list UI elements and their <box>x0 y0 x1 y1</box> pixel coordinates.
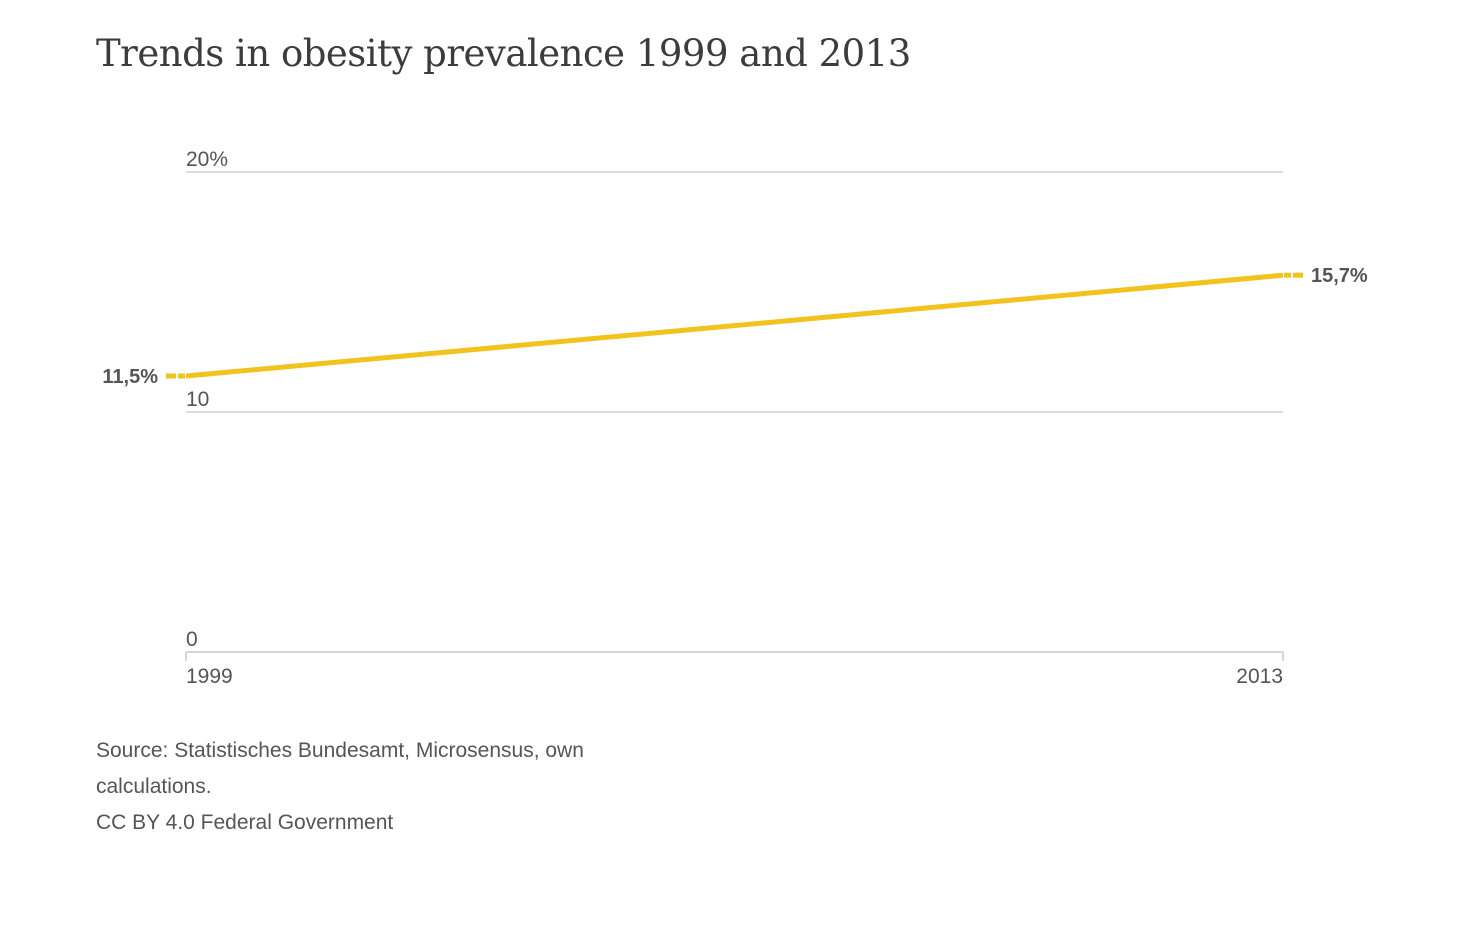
data-label: 15,7% <box>1311 265 1368 287</box>
gridlines <box>186 171 1283 653</box>
x-tick-label: 2013 <box>1236 665 1283 688</box>
y-tick-label: 10 <box>186 388 209 411</box>
x-axis-ticks: 1999 2013 <box>185 652 1284 688</box>
y-tick-label: 20% <box>186 148 228 171</box>
chart-title: Trends in obesity prevalence 1999 and 20… <box>96 32 911 75</box>
chart-footer: Source: Statistisches Bundesamt, Microse… <box>96 733 636 841</box>
series-group <box>166 272 1303 379</box>
series-line <box>185 272 1284 379</box>
license-note: CC BY 4.0 Federal Government <box>96 811 394 834</box>
x-tick-label: 1999 <box>186 665 233 688</box>
y-tick-label: 0 <box>186 628 198 651</box>
data-label: 11,5% <box>102 366 158 388</box>
source-line-1: Source: Statistisches Bundesamt, Microse… <box>96 739 584 762</box>
y-axis-ticks: 0 10 20% <box>186 148 228 651</box>
data-labels: 11,5% 15,7% <box>102 265 1368 388</box>
source-line-2: calculations. <box>96 775 212 798</box>
